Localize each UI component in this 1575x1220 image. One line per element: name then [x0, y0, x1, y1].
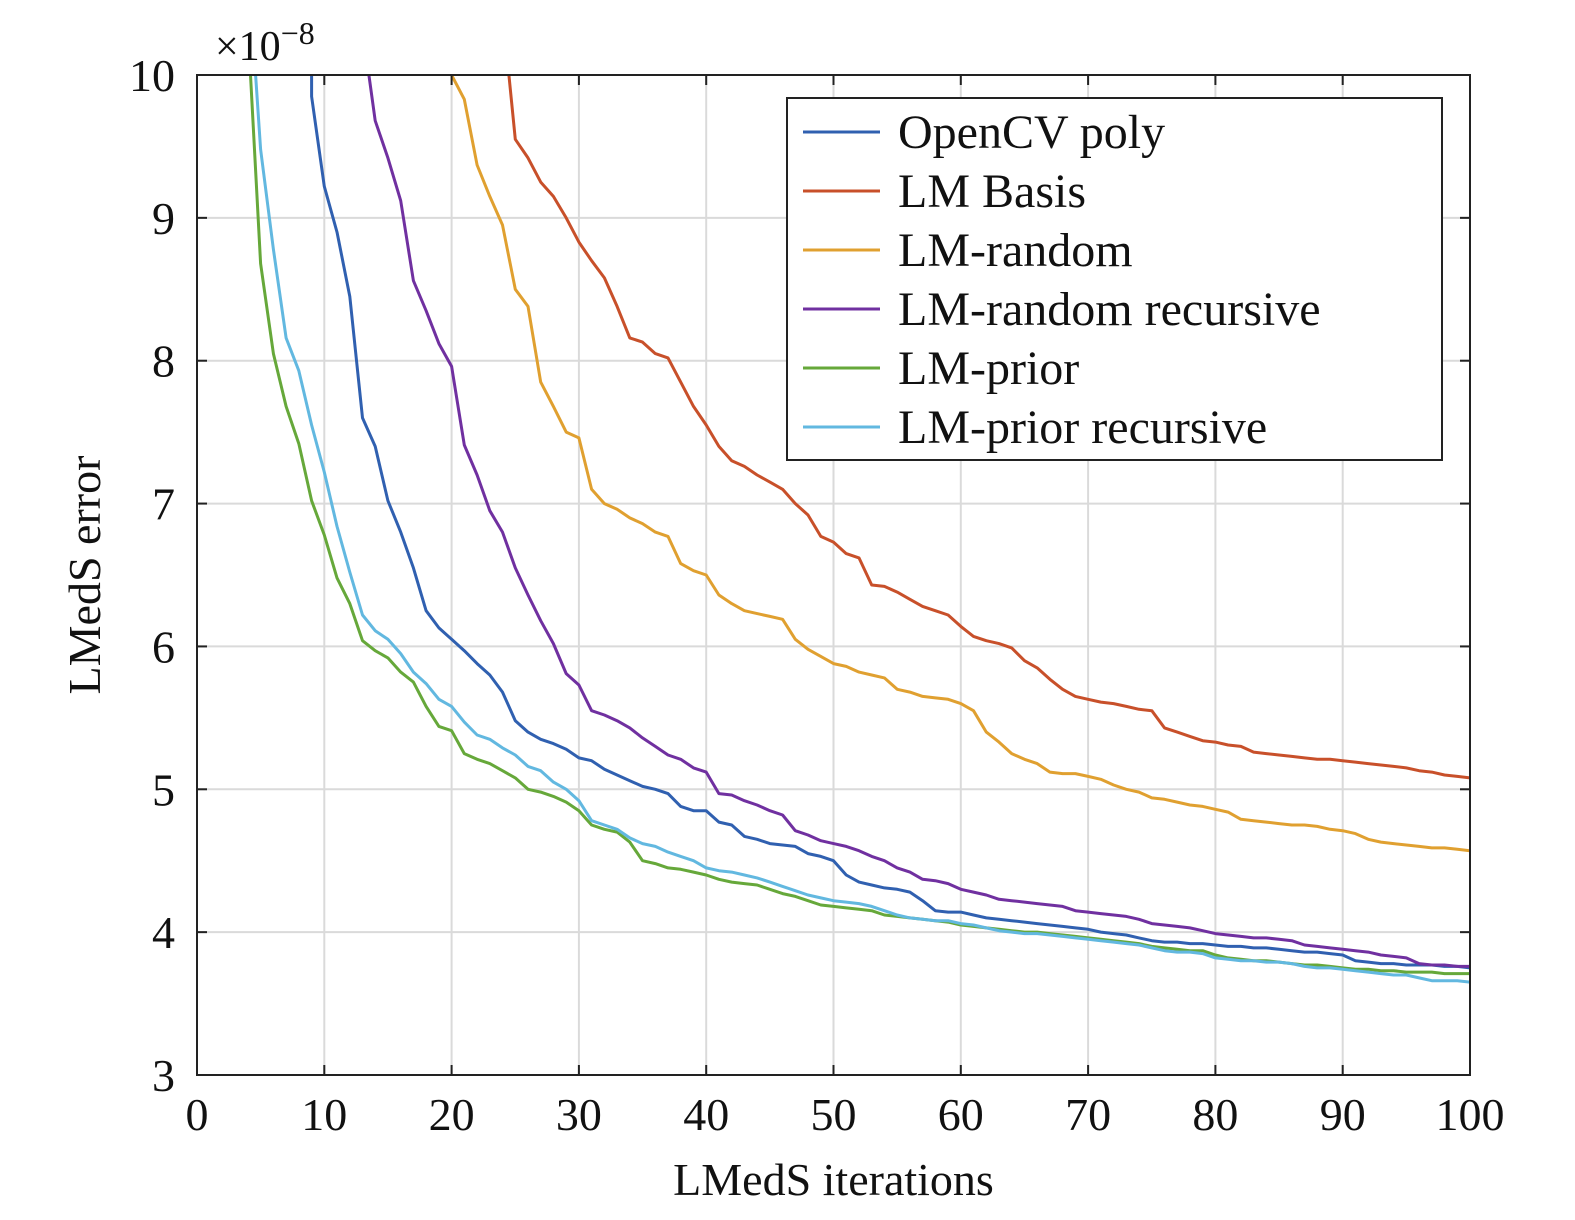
legend-box — [786, 97, 1443, 461]
series-line-5 — [254, 75, 1470, 984]
x-tick-label: 10 — [301, 1089, 347, 1140]
y-tick-label: 3 — [152, 1050, 175, 1101]
x-tick-label: 100 — [1436, 1089, 1505, 1140]
x-axis-title: LMedS iterations — [673, 1154, 994, 1205]
legend-items: OpenCV poly LM Basis LM-random LM-random re… — [803, 106, 1321, 454]
legend-label: OpenCV poly — [898, 106, 1165, 159]
legend-item: LM-prior — [803, 342, 1079, 395]
legend-item: LM-random recursive — [803, 283, 1321, 336]
legend-item: LM Basis — [803, 165, 1086, 218]
legend-label: LM-prior — [898, 342, 1079, 395]
x-tick-label: 0 — [186, 1089, 209, 1140]
series-line-2 — [450, 75, 1470, 853]
x-tick-label: 40 — [683, 1089, 729, 1140]
x-tick-label: 80 — [1192, 1089, 1238, 1140]
y-axis-ticks: 3 4 5 6 7 8 9 10 — [129, 50, 1470, 1101]
legend-label: LM-random recursive — [898, 283, 1321, 336]
x-tick-label: 60 — [938, 1089, 984, 1140]
x-axis-ticks: 0 10 20 30 40 50 60 70 80 90 100 — [186, 75, 1505, 1140]
legend-label: LM-random — [898, 224, 1133, 277]
legend-label: LM-prior recursive — [898, 401, 1267, 454]
legend-item: LM-random — [803, 224, 1133, 277]
y-tick-label: 4 — [152, 907, 175, 958]
y-tick-label: 5 — [152, 764, 175, 815]
series-lines — [249, 75, 1470, 984]
y-tick-label: 6 — [152, 621, 175, 672]
y-tick-label: 10 — [129, 50, 175, 101]
x-tick-label: 30 — [556, 1089, 602, 1140]
legend-label: LM Basis — [898, 165, 1086, 218]
series-line-1 — [507, 75, 1470, 780]
x-tick-label: 90 — [1320, 1089, 1366, 1140]
x-tick-label: 70 — [1065, 1089, 1111, 1140]
legend: OpenCV poly LM Basis LM-random LM-random re… — [786, 97, 1443, 461]
y-tick-label: 9 — [152, 193, 175, 244]
legend-item: OpenCV poly — [803, 106, 1165, 159]
legend-item: LM-prior recursive — [803, 401, 1267, 454]
series-line-3 — [367, 75, 1470, 968]
x-tick-label: 50 — [811, 1089, 857, 1140]
x-tick-label: 20 — [429, 1089, 475, 1140]
series-line-0 — [310, 75, 1470, 970]
y-tick-label: 8 — [152, 336, 175, 387]
y-axis-multiplier: ×10−8 — [215, 15, 315, 70]
y-tick-label: 7 — [152, 479, 175, 530]
y-axis-title: LMedS error — [59, 456, 110, 695]
